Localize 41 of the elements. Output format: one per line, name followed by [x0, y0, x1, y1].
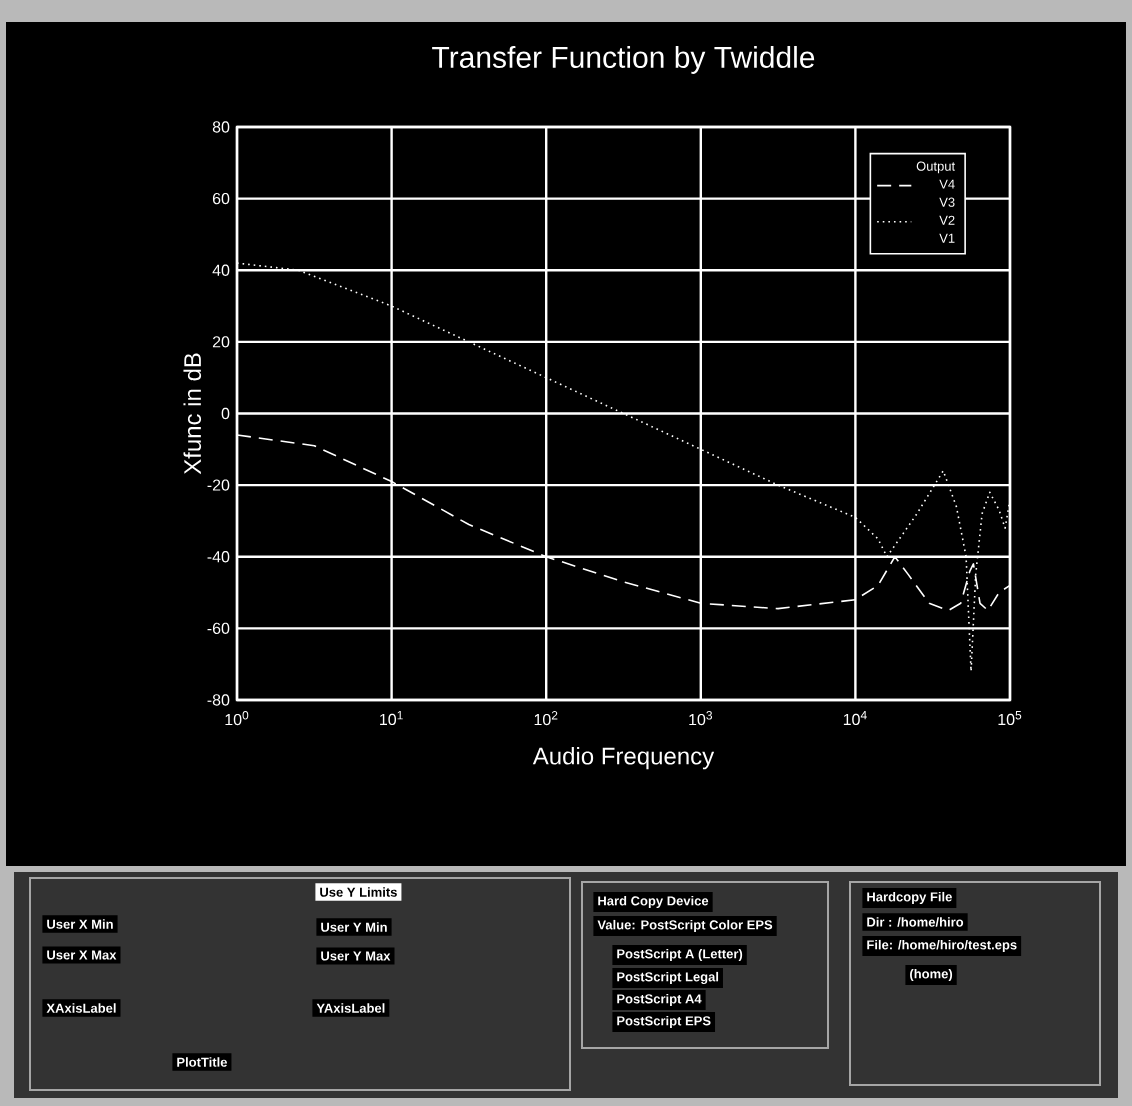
chart-title: Transfer Function by Twiddle [432, 45, 815, 74]
text: PostScript A4 [617, 993, 702, 1007]
x-tick-label: 10$^{5}$ [998, 711, 1022, 726]
text: PostScript EPS [617, 1015, 711, 1029]
legend-title: Output [916, 161, 956, 174]
text: User X Max [47, 950, 117, 960]
x-tick-label: 10$^{1}$ [380, 711, 403, 726]
text: User Y Max [321, 951, 391, 961]
text: Value: PostScript Color EPS [597, 919, 773, 933]
legend-label: V4 [939, 179, 955, 189]
x-tick-label: 10$^{0}$ [225, 711, 249, 726]
text: Hardcopy File [867, 891, 952, 905]
y-tick-label: 80 [212, 121, 230, 133]
x-tick-label: 10$^{3}$ [689, 711, 713, 726]
text: Dir : /home/hiro [867, 917, 964, 927]
text: V1 [939, 233, 955, 243]
y-tick-label: -80 [207, 694, 230, 706]
x-axis-title: Audio Frequency [532, 747, 715, 770]
text: Use Y Limits [320, 887, 397, 897]
legend-label: V2 [939, 215, 955, 225]
y-tick-label: 0 [221, 407, 230, 420]
text: PlotTitle [177, 1057, 227, 1067]
text: PostScript A (Letter) [617, 948, 743, 962]
text: User Y Min [321, 922, 387, 932]
text: XAxisLabel [46, 1003, 116, 1013]
y-tick-label: 60 [212, 192, 230, 205]
text: (home) [910, 968, 953, 982]
y-tick-label: -40 [207, 551, 230, 563]
y-axis-title: Xfunc in dB [183, 353, 202, 475]
y-tick-label: 20 [212, 336, 230, 348]
text: User X Min [47, 919, 113, 929]
text: File: /home/hiro/test.eps [867, 939, 1017, 953]
y-tick-label: 40 [212, 264, 230, 276]
text: YAxisLabel [316, 1003, 385, 1013]
text: Hard Copy Device [598, 895, 709, 909]
x-tick-label: 10$^{4}$ [843, 711, 867, 726]
text: V3 [939, 197, 955, 207]
y-tick-label: -60 [207, 622, 230, 635]
text: PostScript Legal [617, 971, 719, 985]
x-tick-label: 10$^{2}$ [534, 711, 558, 726]
y-tick-label: -20 [207, 479, 230, 491]
